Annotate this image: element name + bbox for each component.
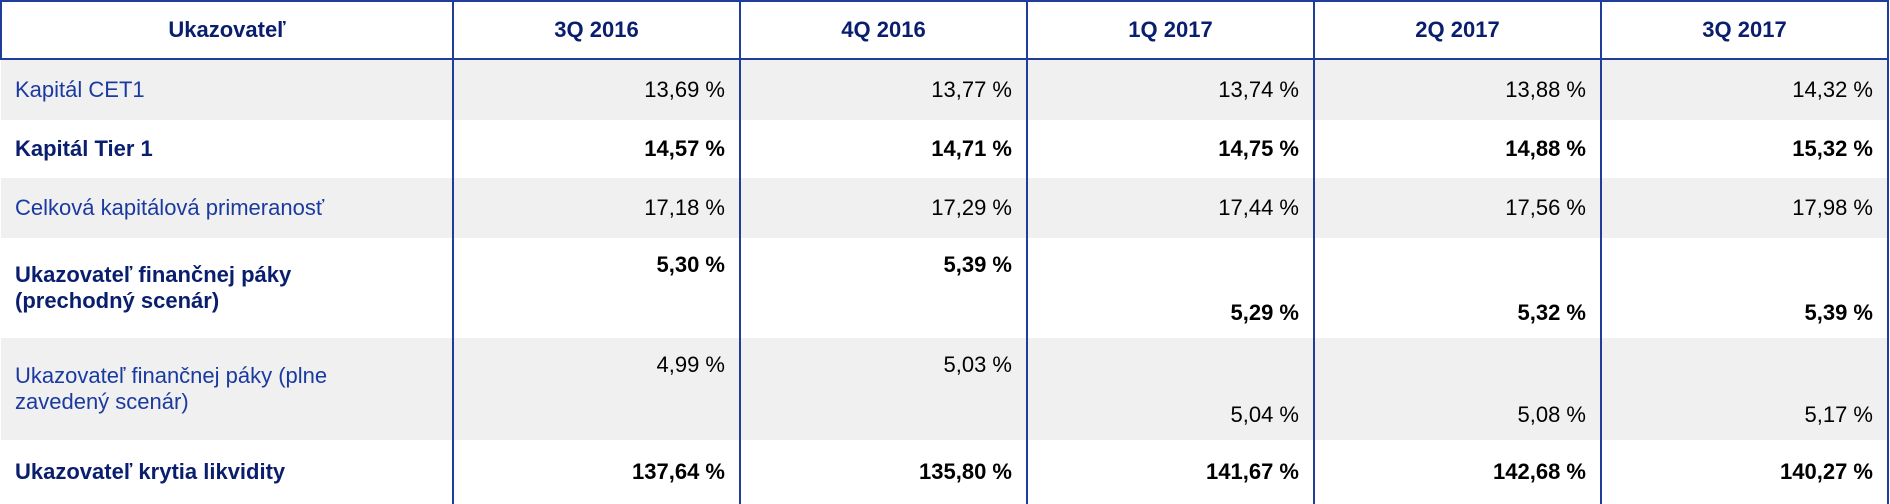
value-cell: 14,57 %	[452, 120, 741, 178]
value-cell: 14,88 %	[1313, 120, 1602, 178]
value-cell: 142,68 %	[1313, 440, 1602, 504]
value-cell: 5,08 %	[1313, 338, 1602, 440]
value-cell: 17,29 %	[739, 178, 1028, 238]
column-header: Ukazovateľ	[0, 0, 454, 60]
value-cell: 14,71 %	[739, 120, 1028, 178]
value-cell: 4,99 %	[452, 338, 741, 440]
row-label: Kapitál CET1	[1, 59, 454, 120]
value-cell: 5,32 %	[1313, 238, 1602, 338]
value-cell: 17,56 %	[1313, 178, 1602, 238]
row-label: Ukazovateľ krytia likvidity	[1, 440, 454, 504]
value-cell: 5,17 %	[1600, 338, 1889, 440]
value-cell: 140,27 %	[1600, 440, 1889, 504]
row-label: Kapitál Tier 1	[1, 120, 454, 178]
table-row: Ukazovateľ finančnej páky (plne zavedený…	[1, 338, 1889, 440]
column-header: 4Q 2016	[739, 0, 1028, 60]
value-cell: 5,30 %	[452, 238, 741, 338]
table-body: Kapitál CET1 13,69 % 13,77 % 13,74 % 13,88 %…	[1, 59, 1889, 504]
value-cell: 5,39 %	[739, 238, 1028, 338]
value-cell: 17,44 %	[1026, 178, 1315, 238]
column-header: 3Q 2016	[452, 0, 741, 60]
table-row: Kapitál CET1 13,69 % 13,77 % 13,74 % 13,88 %…	[1, 59, 1889, 120]
value-cell: 137,64 %	[452, 440, 741, 504]
column-header: 2Q 2017	[1313, 0, 1602, 60]
table-row: Celková kapitálová primeranosť 17,18 % 17,…	[1, 178, 1889, 238]
value-cell: 13,77 %	[739, 59, 1028, 120]
value-cell: 5,04 %	[1026, 338, 1315, 440]
value-cell: 15,32 %	[1600, 120, 1889, 178]
row-label: Celková kapitálová primeranosť	[1, 178, 454, 238]
column-header: 3Q 2017	[1600, 0, 1889, 60]
value-cell: 14,32 %	[1600, 59, 1889, 120]
value-cell: 5,03 %	[739, 338, 1028, 440]
value-cell: 13,88 %	[1313, 59, 1602, 120]
header-row: Ukazovateľ 3Q 2016 4Q 2016 1Q 2017 2Q 2017 3Q…	[0, 0, 1889, 60]
row-label: Ukazovateľ finančnej páky (plne zavedený…	[1, 338, 454, 440]
value-cell: 14,75 %	[1026, 120, 1315, 178]
value-cell: 135,80 %	[739, 440, 1028, 504]
value-cell: 141,67 %	[1026, 440, 1315, 504]
column-header: 1Q 2017	[1026, 0, 1315, 60]
value-cell: 13,69 %	[452, 59, 741, 120]
value-cell: 17,98 %	[1600, 178, 1889, 238]
table-row: Ukazovateľ finančnej páky (prechodný sce…	[1, 238, 1889, 338]
row-label: Ukazovateľ finančnej páky (prechodný sce…	[1, 238, 454, 338]
value-cell: 5,39 %	[1600, 238, 1889, 338]
value-cell: 17,18 %	[452, 178, 741, 238]
table-row: Ukazovateľ krytia likvidity 137,64 % 135,8…	[1, 440, 1889, 504]
value-cell: 5,29 %	[1026, 238, 1315, 338]
value-cell: 13,74 %	[1026, 59, 1315, 120]
table-row: Kapitál Tier 1 14,57 % 14,71 % 14,75 % 14,88…	[1, 120, 1889, 178]
